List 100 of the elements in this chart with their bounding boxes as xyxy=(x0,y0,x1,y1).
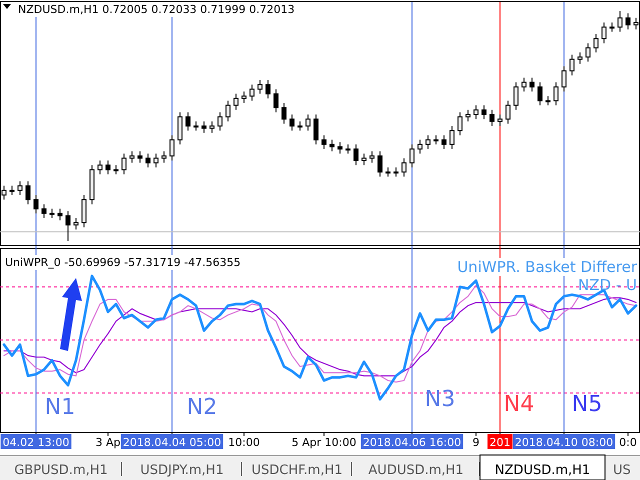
x-tick-label: 2018.04.10 08:00 xyxy=(514,436,614,449)
annotation: NZD - U xyxy=(578,276,637,294)
candlestick xyxy=(490,109,494,126)
candlestick xyxy=(578,52,582,64)
candlestick xyxy=(122,153,126,175)
candlestick xyxy=(506,100,510,124)
candlestick xyxy=(34,194,38,214)
candlestick xyxy=(410,144,414,168)
candlestick xyxy=(594,34,598,53)
x-tick-label: 04.02 13:00 xyxy=(2,436,70,449)
candlestick xyxy=(362,153,366,166)
candlestick xyxy=(330,139,334,152)
candlestick xyxy=(586,42,590,62)
candlestick xyxy=(498,114,502,126)
candlestick xyxy=(386,166,390,178)
chart-title: UniWPR_0 -50.69969 -57.31719 -47.56355 xyxy=(5,256,241,269)
candlestick xyxy=(66,210,70,242)
candlestick xyxy=(514,82,518,110)
x-tick-label: 10:00 xyxy=(228,436,260,449)
candlestick xyxy=(458,112,462,136)
annotation: N3 xyxy=(424,387,456,412)
candlestick xyxy=(218,112,222,132)
candlestick xyxy=(282,102,286,124)
candlestick xyxy=(10,185,14,196)
candlestick xyxy=(234,93,238,110)
candlestick xyxy=(186,112,190,132)
candlestick xyxy=(50,208,54,218)
candlestick xyxy=(194,120,198,132)
candlestick xyxy=(258,80,262,94)
text: NZDUSD.m,H1 xyxy=(494,463,590,478)
candlestick xyxy=(434,134,438,145)
candlestick xyxy=(114,164,118,175)
candlestick xyxy=(82,194,86,228)
x-tick-label: 3 Ap xyxy=(95,436,121,449)
annotation: N5 xyxy=(572,392,602,417)
candlestick xyxy=(202,120,206,134)
annotation: N2 xyxy=(186,395,218,420)
candlestick xyxy=(466,109,470,122)
candlestick xyxy=(146,153,150,168)
x-tick-label: 2018.04.04 05:00 xyxy=(122,436,222,449)
candlestick xyxy=(522,77,526,92)
candlestick xyxy=(426,134,430,150)
candlestick xyxy=(570,54,574,76)
candlestick xyxy=(450,126,454,150)
x-tick-label: 201 xyxy=(490,436,510,449)
candlestick xyxy=(378,150,382,178)
candlestick xyxy=(322,134,326,150)
text: GBPUSD.m,H1 xyxy=(14,463,108,478)
candlestick xyxy=(162,150,166,164)
candlestick xyxy=(274,88,278,113)
candlestick xyxy=(394,166,398,178)
candlestick xyxy=(290,114,294,132)
candlestick xyxy=(26,180,30,205)
candlestick xyxy=(346,144,350,154)
candlestick xyxy=(250,84,254,102)
candlestick xyxy=(546,96,550,106)
candlestick xyxy=(154,153,158,168)
candlestick xyxy=(442,134,446,150)
candlestick xyxy=(18,180,22,196)
candlestick xyxy=(178,112,182,145)
candlestick xyxy=(58,208,62,221)
annotation: N1 xyxy=(44,395,76,420)
candlestick xyxy=(266,80,270,99)
candlestick xyxy=(538,82,542,106)
candlestick xyxy=(306,114,310,132)
candlestick xyxy=(530,77,534,92)
candlestick xyxy=(210,120,214,134)
text: AUDUSD.m,H1 xyxy=(368,463,464,478)
x-tick-label: 9 xyxy=(472,436,480,449)
candlestick xyxy=(610,22,614,32)
annotation: N4 xyxy=(504,392,534,417)
candlestick xyxy=(474,104,478,120)
candlestick xyxy=(138,150,142,164)
candlestick xyxy=(626,12,630,30)
candlestick xyxy=(314,114,318,145)
x-tick-label: 2018.04.06 16:00 xyxy=(362,436,462,449)
candlestick xyxy=(226,100,230,122)
candlestick xyxy=(98,160,102,175)
candlestick xyxy=(74,218,78,230)
candlestick xyxy=(418,139,422,154)
x-tick-label: 0:0 xyxy=(619,436,637,449)
candlestick xyxy=(618,10,622,32)
candlestick xyxy=(482,104,486,120)
text: USDCHF.m,H1 xyxy=(252,463,342,478)
candlestick xyxy=(402,158,406,178)
text: UniWPR. Basket Differer xyxy=(457,258,638,276)
candlestick xyxy=(170,134,174,161)
candlestick xyxy=(338,142,342,154)
candlestick xyxy=(554,82,558,106)
candlestick xyxy=(370,150,374,164)
candlestick xyxy=(602,22,606,44)
text: US xyxy=(613,463,631,478)
candlestick xyxy=(242,91,246,104)
candlestick xyxy=(130,150,134,164)
text: USDJPY.m,H1 xyxy=(140,463,224,478)
candlestick xyxy=(354,144,358,166)
candlestick xyxy=(562,66,566,92)
candlestick xyxy=(298,120,302,132)
chart-title: NZDUSD.m,H1 0.72005 0.72033 0.71999 0.72013 xyxy=(18,3,295,16)
x-tick-label: 5 Apr 10:00 xyxy=(292,436,356,449)
